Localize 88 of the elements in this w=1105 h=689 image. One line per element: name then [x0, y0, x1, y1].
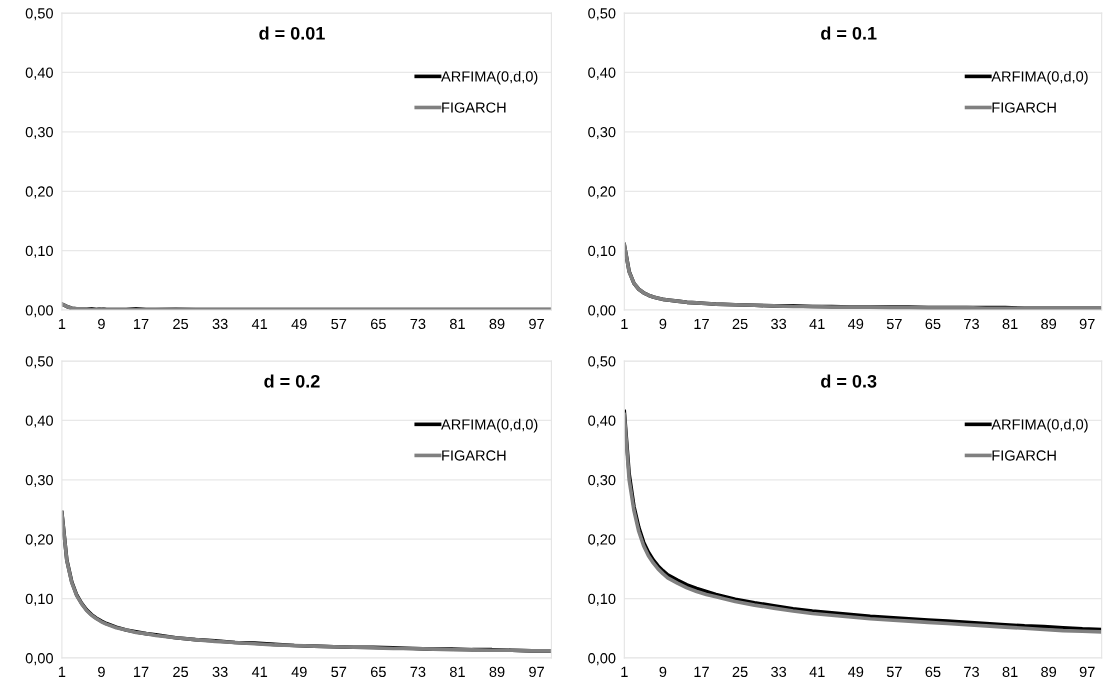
x-tick-label: 97 [529, 318, 544, 330]
x-tick-label: 1 [58, 666, 66, 677]
y-tick-label: 0,30 [25, 126, 53, 140]
y-tick-label: 0,50 [25, 356, 53, 369]
x-tick-label: 9 [98, 666, 105, 678]
legend-label: FIGARCH [992, 450, 1056, 461]
x-tick-label: 41 [809, 666, 825, 677]
y-tick-label: 0,40 [588, 67, 616, 80]
x-tick-label: 97 [1079, 318, 1095, 330]
x-tick-label: 9 [659, 318, 667, 330]
text: d = 0.2 [264, 374, 320, 388]
legend-label: ARFIMA(0,d,0) [441, 70, 538, 85]
x-tick-label: 49 [848, 666, 864, 678]
y-tick-label: 0,30 [588, 126, 616, 140]
x-tick-label: 57 [331, 666, 347, 678]
x-tick-label: 17 [694, 318, 709, 329]
x-tick-label: 33 [771, 666, 787, 678]
y-tick-label: 0,50 [25, 8, 53, 21]
x-tick-label: 17 [694, 666, 709, 677]
x-tick-label: 25 [173, 666, 189, 678]
y-tick-label: 0,30 [588, 474, 616, 487]
x-tick-label: 97 [1079, 666, 1095, 678]
x-tick-label: 57 [331, 318, 347, 330]
x-tick-label: 41 [251, 666, 268, 677]
x-tick-label: 89 [1041, 318, 1057, 330]
text: d = 0.3 [821, 374, 877, 388]
y-tick-label: 0,00 [588, 653, 616, 666]
y-tick-label: 0,50 [588, 356, 616, 369]
x-tick-label: 9 [98, 318, 105, 330]
x-tick-label: 65 [925, 318, 941, 330]
x-tick-label: 49 [291, 666, 307, 678]
text: d = 0.01 [259, 26, 325, 40]
x-tick-label: 25 [173, 318, 189, 330]
x-tick-label: 89 [1041, 666, 1057, 678]
x-tick-label: 1 [621, 318, 628, 329]
x-tick-label: 81 [449, 666, 465, 678]
legend-label: FIGARCH [442, 450, 506, 461]
x-tick-label: 33 [771, 318, 787, 330]
y-tick-label: 0,30 [25, 474, 53, 487]
x-tick-label: 1 [621, 666, 628, 677]
y-tick-label: 0,40 [25, 67, 53, 80]
x-tick-label: 33 [212, 666, 228, 678]
x-tick-label: 65 [370, 666, 386, 678]
legend-label: ARFIMA(0,d,0) [991, 418, 1088, 433]
text: d = 0.1 [821, 26, 877, 40]
x-tick-label: 57 [886, 318, 902, 330]
x-tick-label: 41 [809, 318, 825, 329]
x-tick-label: 97 [529, 666, 544, 678]
x-tick-label: 89 [489, 666, 505, 678]
legend-label: FIGARCH [992, 102, 1056, 113]
legend-label: FIGARCH [442, 102, 506, 113]
x-tick-label: 49 [848, 318, 864, 330]
x-tick-label: 57 [886, 666, 902, 678]
y-tick-label: 0,20 [588, 534, 616, 547]
y-tick-label: 0,00 [25, 305, 53, 318]
x-tick-label: 81 [1002, 666, 1018, 678]
y-tick-label: 0,00 [25, 653, 53, 666]
x-tick-label: 25 [732, 666, 748, 678]
x-tick-label: 73 [964, 318, 979, 330]
y-tick-label: 0,10 [588, 593, 616, 606]
x-tick-label: 49 [291, 318, 307, 330]
x-tick-label: 17 [134, 318, 149, 329]
x-tick-label: 81 [449, 318, 465, 330]
y-tick-label: 0,50 [588, 8, 616, 21]
y-tick-label: 0,20 [25, 186, 53, 199]
x-tick-label: 1 [58, 318, 66, 329]
y-tick-label: 0,10 [25, 245, 53, 258]
x-tick-label: 9 [659, 666, 667, 678]
x-tick-label: 65 [370, 318, 386, 330]
legend-label: ARFIMA(0,d,0) [441, 418, 538, 433]
x-tick-label: 33 [212, 318, 228, 330]
x-tick-label: 25 [732, 318, 748, 330]
y-tick-label: 0,10 [588, 245, 616, 258]
x-tick-label: 73 [410, 666, 426, 678]
y-tick-label: 0,10 [25, 593, 53, 606]
x-tick-label: 81 [1002, 318, 1018, 330]
y-tick-label: 0,40 [588, 415, 616, 428]
x-tick-label: 89 [489, 318, 505, 330]
y-tick-label: 0,00 [588, 305, 616, 318]
legend-label: ARFIMA(0,d,0) [991, 70, 1088, 85]
x-tick-label: 73 [964, 666, 979, 678]
y-tick-label: 0,40 [25, 415, 53, 428]
y-tick-label: 0,20 [588, 186, 616, 199]
x-tick-label: 73 [410, 318, 426, 330]
x-tick-label: 65 [925, 666, 941, 678]
y-tick-label: 0,20 [25, 534, 53, 547]
x-tick-label: 17 [134, 666, 149, 677]
x-tick-label: 41 [251, 318, 268, 329]
